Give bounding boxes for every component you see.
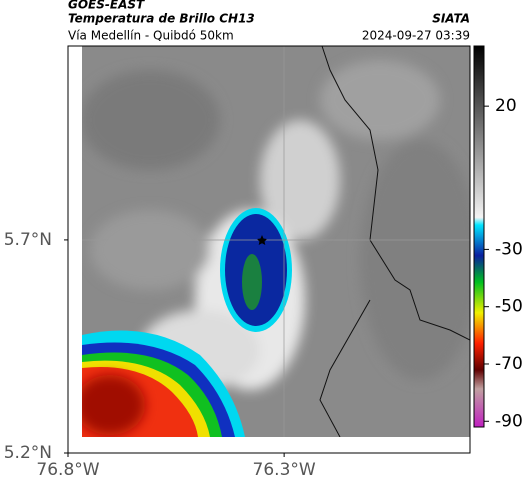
colorbar-tick-label: -70 [495,354,523,374]
y-tick-label: 5.7°N [4,230,52,250]
imagery [82,46,470,437]
subtitle: Temperatura de Brillo CH13 [68,12,255,26]
colorbar [473,45,485,428]
colorbar-tick-label: -50 [495,297,523,317]
title: GOES-EAST [68,0,145,12]
x-tick-label: 76.3°W [253,460,316,480]
x-tick-label: 76.8°W [36,460,99,480]
colorbar-tick-label: -30 [495,239,523,259]
source: SIATA [432,12,470,26]
y-tick-label: 5.2°N [4,443,52,463]
colorbar-tick-label: 20 [495,96,517,116]
map-frame [67,45,471,454]
location: Vía Medellín - Quibdó 50km [68,29,234,43]
colorbar-tick-label: -90 [495,411,523,431]
datetime: 2024-09-27 03:39 [362,29,470,43]
